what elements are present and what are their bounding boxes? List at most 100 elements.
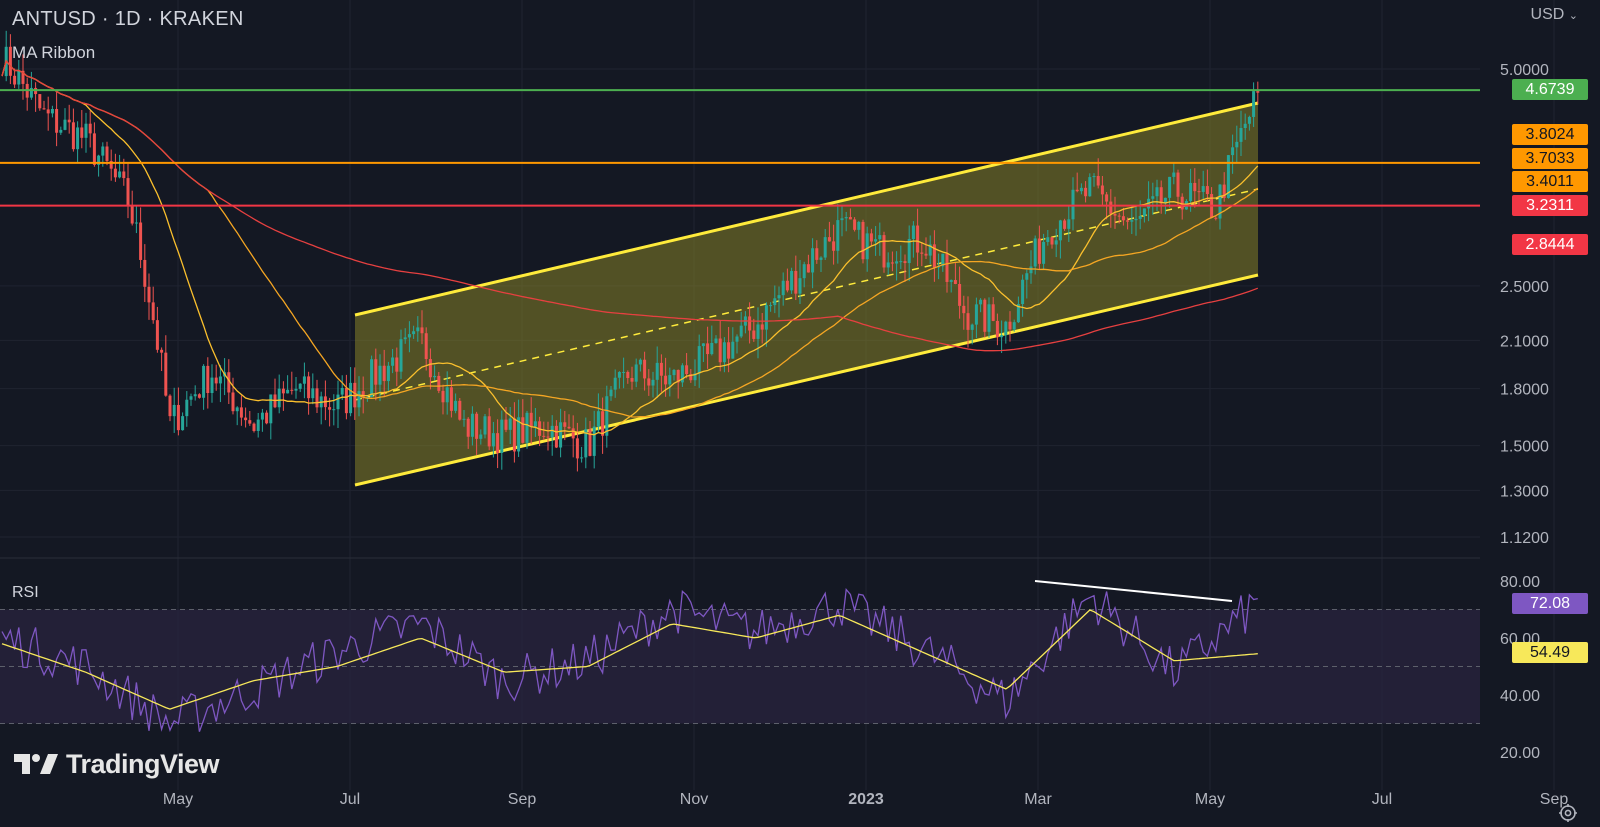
candle-body [172,404,176,417]
candle-body [281,388,285,394]
price-tag: 3.2311 [1512,195,1588,216]
candle-body [189,396,193,400]
candle-body [470,413,474,437]
candle-body [206,365,210,393]
candle-body [563,422,567,427]
candle-body [185,399,189,417]
candle-body [995,320,999,338]
candle-body [575,438,579,459]
candle-body [886,262,890,268]
indicator-label-rsi[interactable]: RSI [12,584,39,601]
candle-body [1046,237,1050,242]
currency-dropdown[interactable]: USD ⌄ [1531,6,1578,24]
candle-body [59,129,63,133]
candle-body [1205,186,1209,195]
candle-body [1121,216,1125,221]
candle-body [311,388,315,399]
candle-body [349,382,353,414]
candle-body [500,419,504,453]
price-tag: 3.7033 [1512,148,1588,169]
candle-body [424,333,428,360]
candle-body [193,394,197,397]
candle-body [109,160,113,169]
ma-50-line [1,59,1259,418]
candle-body [777,295,781,299]
candle-body [1159,187,1163,204]
candle-body [374,359,378,385]
candle-body [92,133,96,165]
time-axis-label: Mar [1024,791,1052,808]
candle-body [529,412,533,427]
rsi-axis-label: 20.00 [1500,745,1540,762]
candle-body [731,341,735,359]
candle-body [790,270,794,291]
candle-body [1109,201,1113,214]
candle-body [42,108,46,110]
candle-body [634,364,638,382]
candle-body [874,239,878,242]
candle-body [878,235,882,240]
regression-channel [354,101,1259,487]
gear-icon[interactable] [1558,803,1578,823]
candle-body [1029,266,1033,274]
candle-body [609,389,613,397]
candle-body [113,168,117,178]
candle-body [714,338,718,343]
indicator-label-ma-ribbon[interactable]: MA Ribbon [12,43,96,62]
candle-body [1079,187,1083,192]
candle-body [105,146,109,161]
candle-body [764,305,768,330]
symbol-title[interactable]: ANTUSD · 1D · KRAKEN [12,8,244,30]
candle-body [1168,176,1172,198]
candle-body [571,428,575,439]
candle-body [391,357,395,366]
rsi-line [1,587,1258,732]
channel-upper [354,101,1259,317]
candle-body [164,352,168,396]
candle-body [504,419,508,430]
price-axis[interactable]: 5.0000 2.5000 2.1000 1.8000 1.5000 1.3000 1.12… [1500,62,1549,762]
candle-body [941,253,945,267]
candle-body [1189,182,1193,202]
candle-body [462,418,466,420]
candle-body [1037,238,1041,264]
candle-body [806,264,810,273]
candle-body [512,418,516,452]
candle-body [344,387,348,414]
candle-body [298,383,302,389]
candle-body [151,302,155,321]
candle-body [664,375,668,385]
price-axis-label: 1.1200 [1500,530,1549,547]
currency-label: USD [1530,6,1565,23]
candle-body [210,377,214,393]
rsi-axis-label: 80.00 [1500,574,1540,591]
candle-body [932,244,936,268]
candle-body [126,178,130,206]
time-axis[interactable]: May Jul Sep Nov 2023 Mar May Jul Sep [163,791,1568,808]
candle-body [1096,175,1100,186]
candle-body [966,313,970,330]
chevron-down-icon: ⌄ [1568,10,1578,22]
candle-body [916,225,920,253]
candle-body [1222,184,1226,198]
tradingview-logo[interactable]: TradingView [14,748,220,780]
candle-body [13,75,17,85]
candle-body [920,252,924,254]
candle-body [122,171,126,179]
candle-body [697,346,701,374]
candle-body [1163,197,1167,204]
candle-body [454,400,458,411]
candle-body [332,409,336,411]
candle-body [483,416,487,435]
candle-body [517,417,521,452]
candle-body [260,412,264,420]
candle-body [361,391,365,398]
candle-body [8,46,12,76]
candle-body [416,327,420,332]
candle-body [29,87,33,98]
brand-name: TradingView [66,748,220,779]
horizontal-levels [0,89,1480,207]
candle-body [1100,185,1104,195]
candle-body [38,94,42,109]
